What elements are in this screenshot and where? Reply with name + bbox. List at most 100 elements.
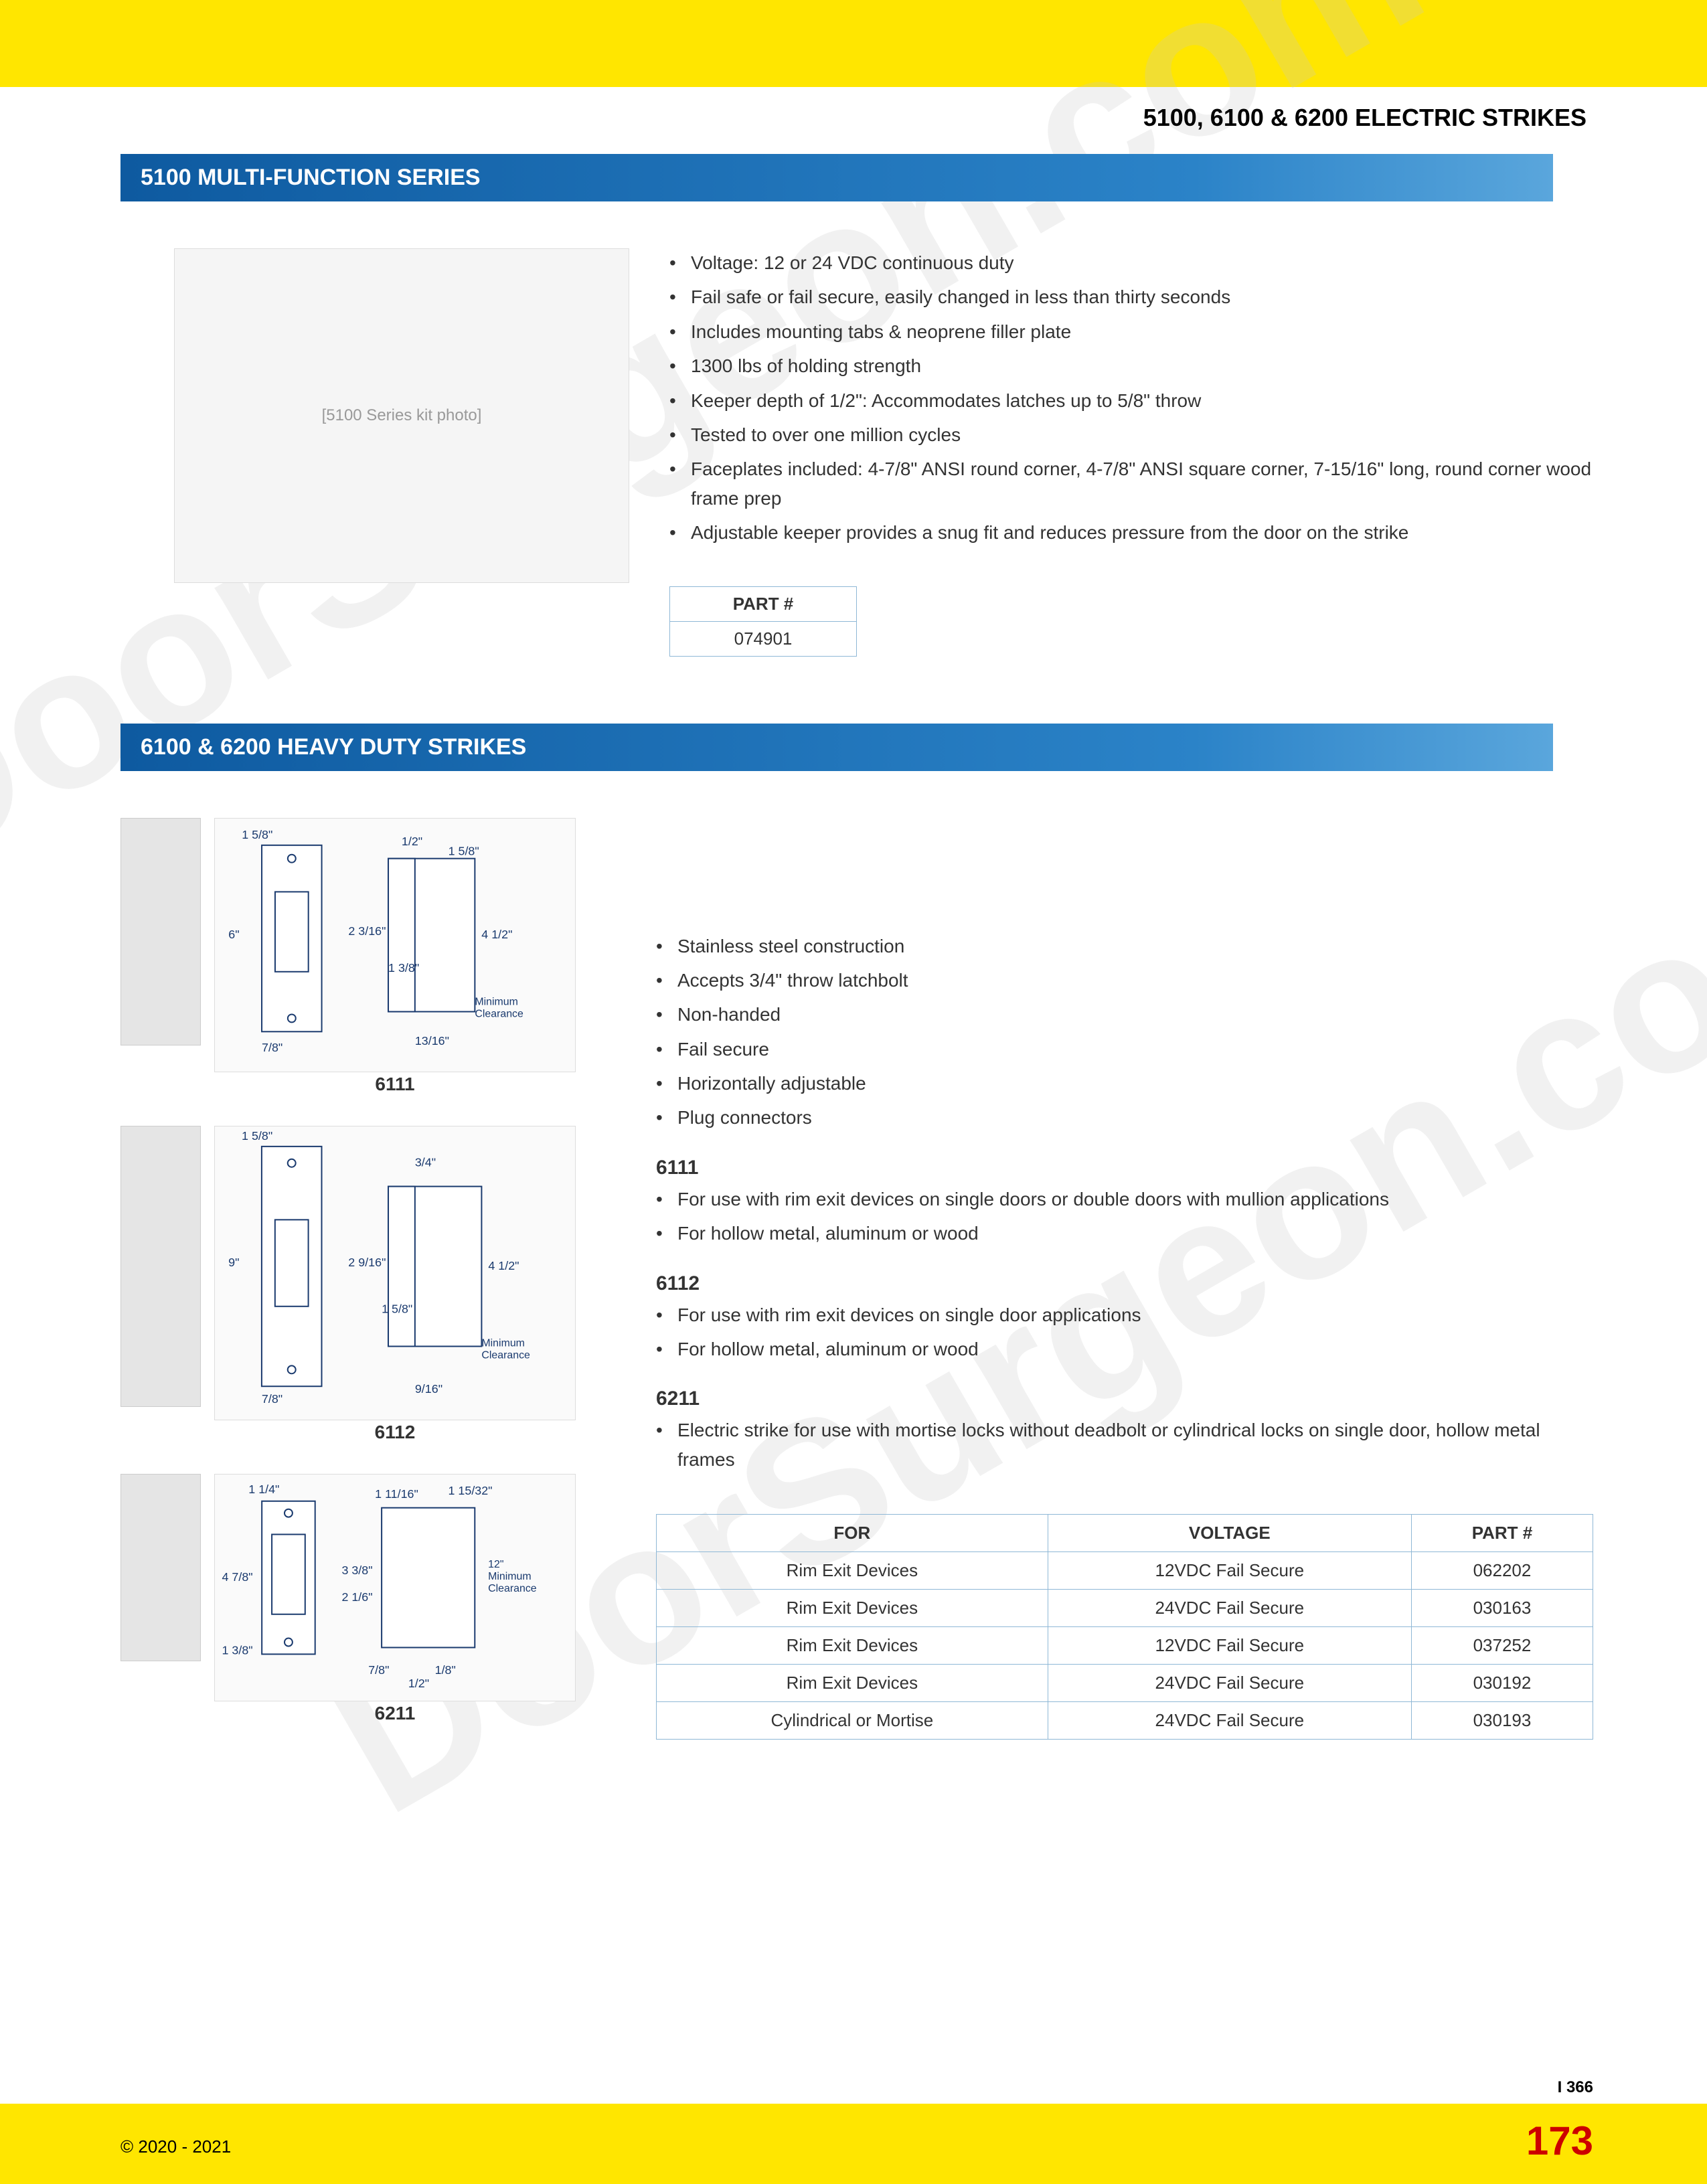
- svg-text:Clearance: Clearance: [481, 1349, 530, 1361]
- bullet-item: Fail secure: [656, 1035, 1593, 1064]
- parts-table: FOR VOLTAGE PART # Rim Exit Devices 12VD…: [656, 1514, 1593, 1740]
- diagram-6112-row: 1 5/8" 9" 7/8" 3/4" 2 9/16" 1 5/8" 4 1/2…: [120, 1126, 629, 1420]
- photo-6111: [120, 818, 201, 1045]
- page-title: 5100, 6100 & 6200 ELECTRIC STRIKES: [1143, 104, 1587, 132]
- bullet-item: Faceplates included: 4-7/8" ANSI round c…: [669, 454, 1593, 513]
- col-header: FOR: [657, 1515, 1048, 1552]
- svg-text:1 5/8": 1 5/8": [242, 1128, 272, 1142]
- diagram-label-6112: 6112: [375, 1422, 416, 1443]
- subhead-6111: 6111: [656, 1157, 1593, 1179]
- section-5100-title: 5100 MULTI-FUNCTION SERIES: [120, 154, 1553, 201]
- bullet-item: Voltage: 12 or 24 VDC continuous duty: [669, 248, 1593, 277]
- cell: 062202: [1411, 1552, 1593, 1590]
- table-row: Rim Exit Devices 24VDC Fail Secure 03016…: [657, 1590, 1593, 1627]
- bullet-item: Adjustable keeper provides a snug fit an…: [669, 518, 1593, 547]
- photo-6211: [120, 1474, 201, 1661]
- section-header-wrap: 5100 MULTI-FUNCTION SERIES: [120, 154, 1593, 201]
- cell: 12VDC Fail Secure: [1048, 1627, 1411, 1665]
- cell: Rim Exit Devices: [657, 1552, 1048, 1590]
- bullet-item: Keeper depth of 1/2": Accommodates latch…: [669, 386, 1593, 415]
- svg-text:13/16": 13/16": [415, 1034, 449, 1047]
- part-value: 074901: [670, 621, 857, 656]
- bullet-item: Includes mounting tabs & neoprene filler…: [669, 317, 1593, 346]
- content-area: 5100 MULTI-FUNCTION SERIES [5100 Series …: [120, 154, 1593, 2090]
- bullet-item: Horizontally adjustable: [656, 1069, 1593, 1098]
- page-number: 173: [1526, 2118, 1593, 2164]
- diagram-6211-row: 1 1/4" 4 7/8" 1 3/8" 1 11/16" 1 15/32" 3…: [120, 1474, 629, 1701]
- bullet-item: Fail safe or fail secure, easily changed…: [669, 282, 1593, 311]
- section-6100-title: 6100 & 6200 HEAVY DUTY STRIKES: [120, 724, 1553, 771]
- bullet-item: Electric strike for use with mortise loc…: [656, 1416, 1593, 1474]
- svg-text:Clearance: Clearance: [488, 1582, 537, 1594]
- svg-text:12": 12": [488, 1559, 503, 1570]
- diagram-label-6211: 6211: [375, 1703, 416, 1724]
- svg-text:2 9/16": 2 9/16": [348, 1256, 386, 1269]
- part-header: PART #: [670, 586, 857, 621]
- svg-text:1/2": 1/2": [402, 834, 422, 847]
- svg-text:1 11/16": 1 11/16": [375, 1487, 418, 1500]
- table-row: Rim Exit Devices 12VDC Fail Secure 03725…: [657, 1627, 1593, 1665]
- drawing-6211: 1 1/4" 4 7/8" 1 3/8" 1 11/16" 1 15/32" 3…: [214, 1474, 576, 1701]
- bullets-common: Stainless steel construction Accepts 3/4…: [656, 932, 1593, 1132]
- bullet-item: Accepts 3/4" throw latchbolt: [656, 966, 1593, 995]
- svg-text:3/4": 3/4": [415, 1155, 436, 1169]
- svg-text:7/8": 7/8": [262, 1041, 282, 1054]
- section-header-wrap: 6100 & 6200 HEAVY DUTY STRIKES: [120, 724, 1593, 771]
- svg-text:1 3/8": 1 3/8": [388, 960, 419, 974]
- image-5100-kit: [5100 Series kit photo]: [174, 248, 629, 583]
- cell: Cylindrical or Mortise: [657, 1702, 1048, 1740]
- svg-text:1 5/8": 1 5/8": [242, 827, 272, 841]
- right-text-column: Stainless steel construction Accepts 3/4…: [656, 818, 1593, 1740]
- bullet-item: For use with rim exit devices on single …: [656, 1185, 1593, 1213]
- svg-text:4 1/2": 4 1/2": [488, 1259, 519, 1272]
- bullets-5100: Voltage: 12 or 24 VDC continuous duty Fa…: [669, 248, 1593, 553]
- footer-id: I 366: [1558, 2078, 1593, 2097]
- svg-text:9/16": 9/16": [415, 1382, 442, 1396]
- subhead-6211: 6211: [656, 1388, 1593, 1410]
- svg-text:Minimum: Minimum: [475, 996, 518, 1007]
- top-yellow-bar: [0, 0, 1707, 87]
- col-header: VOLTAGE: [1048, 1515, 1411, 1552]
- bullet-item: For hollow metal, aluminum or wood: [656, 1335, 1593, 1363]
- section-5100: 5100 MULTI-FUNCTION SERIES [5100 Series …: [120, 154, 1593, 683]
- svg-text:7/8": 7/8": [368, 1663, 389, 1677]
- drawing-6111: 1 5/8" 6" 7/8" 1/2" 1 5/8" 2 3/16" 1 3/8…: [214, 818, 576, 1072]
- bullet-item: Plug connectors: [656, 1103, 1593, 1132]
- cell: 24VDC Fail Secure: [1048, 1702, 1411, 1740]
- cell: 030193: [1411, 1702, 1593, 1740]
- svg-text:Minimum: Minimum: [481, 1337, 525, 1349]
- bottom-yellow-bar: [0, 2104, 1707, 2184]
- svg-text:7/8": 7/8": [262, 1392, 282, 1406]
- diagram-label-6111: 6111: [375, 1074, 414, 1095]
- cell: 037252: [1411, 1627, 1593, 1665]
- svg-text:9": 9": [228, 1256, 239, 1269]
- svg-text:1/2": 1/2": [408, 1677, 429, 1690]
- svg-text:3 3/8": 3 3/8": [341, 1564, 372, 1577]
- cell: Rim Exit Devices: [657, 1665, 1048, 1702]
- svg-text:Minimum: Minimum: [488, 1571, 531, 1582]
- cell: 030163: [1411, 1590, 1593, 1627]
- table-row: Rim Exit Devices 24VDC Fail Secure 03019…: [657, 1665, 1593, 1702]
- subhead-6112: 6112: [656, 1272, 1593, 1295]
- cell: 24VDC Fail Secure: [1048, 1665, 1411, 1702]
- svg-text:1/8": 1/8": [435, 1663, 456, 1677]
- svg-text:4 1/2": 4 1/2": [481, 928, 512, 941]
- bullet-item: Stainless steel construction: [656, 932, 1593, 960]
- bullet-item: 1300 lbs of holding strength: [669, 351, 1593, 380]
- svg-text:6": 6": [228, 928, 239, 941]
- diagram-6111-row: 1 5/8" 6" 7/8" 1/2" 1 5/8" 2 3/16" 1 3/8…: [120, 818, 629, 1072]
- cell: Rim Exit Devices: [657, 1627, 1048, 1665]
- svg-text:1 1/4": 1 1/4": [248, 1482, 279, 1495]
- bullets-6211: Electric strike for use with mortise loc…: [656, 1416, 1593, 1474]
- drawing-6112: 1 5/8" 9" 7/8" 3/4" 2 9/16" 1 5/8" 4 1/2…: [214, 1126, 576, 1420]
- col-header: PART #: [1411, 1515, 1593, 1552]
- cell: 030192: [1411, 1665, 1593, 1702]
- cell: Rim Exit Devices: [657, 1590, 1048, 1627]
- bullet-item: For use with rim exit devices on single …: [656, 1300, 1593, 1329]
- footer-copyright: © 2020 - 2021: [120, 2136, 231, 2157]
- bullet-item: Non-handed: [656, 1000, 1593, 1029]
- diagrams-column: 1 5/8" 6" 7/8" 1/2" 1 5/8" 2 3/16" 1 3/8…: [120, 818, 629, 1740]
- table-row: Cylindrical or Mortise 24VDC Fail Secure…: [657, 1702, 1593, 1740]
- svg-text:1 3/8": 1 3/8": [222, 1643, 253, 1657]
- bullets-6111: For use with rim exit devices on single …: [656, 1185, 1593, 1248]
